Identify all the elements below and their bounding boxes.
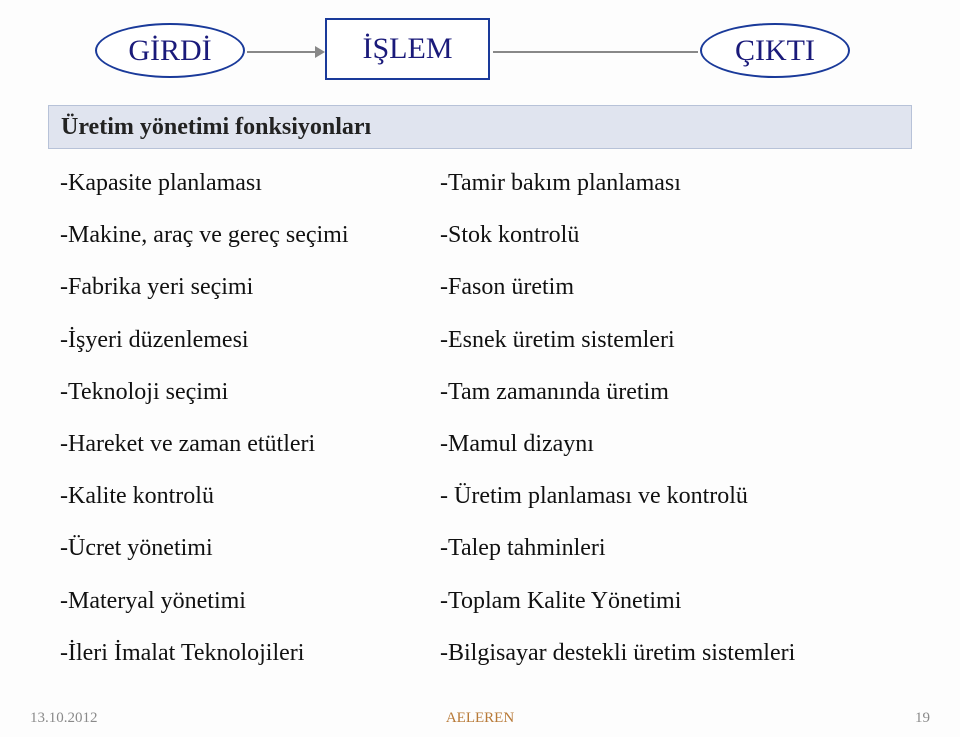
footer: 13.10.2012 AELEREN 19 bbox=[0, 710, 960, 727]
list-item: -Toplam Kalite Yönetimi bbox=[440, 586, 900, 617]
list-item: -Mamul dizaynı bbox=[440, 429, 900, 460]
list-item: -Ücret yönetimi bbox=[60, 533, 440, 564]
list-item: -Materyal yönetimi bbox=[60, 586, 440, 617]
top-row: GİRDİ İŞLEM ÇIKTI bbox=[0, 18, 960, 88]
cikti-capsule: ÇIKTI bbox=[700, 23, 850, 78]
right-column: -Tamir bakım planlaması -Stok kontrolü -… bbox=[440, 168, 900, 669]
list-item: -Esnek üretim sistemleri bbox=[440, 325, 900, 356]
list-item: -İleri İmalat Teknolojileri bbox=[60, 638, 440, 669]
list-item: -Talep tahminleri bbox=[440, 533, 900, 564]
list-item: -Stok kontrolü bbox=[440, 220, 900, 251]
list-item: -Bilgisayar destekli üretim sistemleri bbox=[440, 638, 900, 669]
list-item: - Üretim planlaması ve kontrolü bbox=[440, 481, 900, 512]
islem-box: İŞLEM bbox=[325, 18, 490, 80]
footer-page: 19 bbox=[630, 710, 930, 727]
footer-author: AELEREN bbox=[330, 710, 630, 727]
list-item: -Kapasite planlaması bbox=[60, 168, 440, 199]
heading-text: Üretim yönetimi fonksiyonları bbox=[61, 114, 371, 141]
list-item: -Tamir bakım planlaması bbox=[440, 168, 900, 199]
columns: -Kapasite planlaması -Makine, araç ve ge… bbox=[60, 168, 900, 669]
footer-date: 13.10.2012 bbox=[30, 710, 330, 727]
list-item: -Tam zamanında üretim bbox=[440, 377, 900, 408]
list-item: -Teknoloji seçimi bbox=[60, 377, 440, 408]
connector-islem-cikti bbox=[493, 51, 698, 53]
list-item: -Hareket ve zaman etütleri bbox=[60, 429, 440, 460]
list-item: -Fabrika yeri seçimi bbox=[60, 272, 440, 303]
list-item: -Kalite kontrolü bbox=[60, 481, 440, 512]
heading-bar: Üretim yönetimi fonksiyonları bbox=[48, 105, 912, 149]
left-column: -Kapasite planlaması -Makine, araç ve ge… bbox=[60, 168, 440, 669]
girdi-label: GİRDİ bbox=[128, 34, 211, 68]
list-item: -İşyeri düzenlemesi bbox=[60, 325, 440, 356]
list-item: -Makine, araç ve gereç seçimi bbox=[60, 220, 440, 251]
cikti-label: ÇIKTI bbox=[735, 34, 815, 68]
list-item: -Fason üretim bbox=[440, 272, 900, 303]
islem-label: İŞLEM bbox=[363, 32, 453, 66]
girdi-capsule: GİRDİ bbox=[95, 23, 245, 78]
arrow-girdi-islem bbox=[247, 51, 323, 53]
